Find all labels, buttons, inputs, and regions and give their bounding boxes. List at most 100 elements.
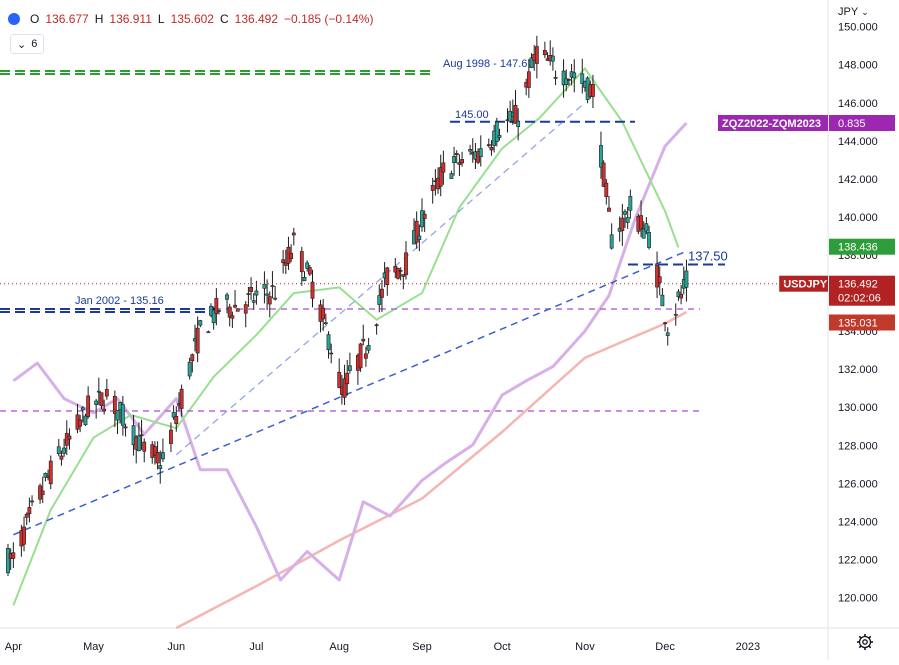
y-axis-tick-label: 126.000 [838, 478, 878, 490]
candle-body [307, 267, 312, 275]
candle-body [513, 104, 518, 124]
eye-icon[interactable] [8, 13, 20, 25]
price-labels-layer: ZQZ2022-ZQM2023 0.835 138.436 USDJPY 136.492… [0, 115, 895, 331]
currency-selector[interactable]: JPY ⌄ [838, 6, 869, 18]
low-value: 135.602 [170, 12, 214, 26]
candle-body [99, 392, 104, 406]
candle-body [625, 217, 630, 223]
candle-body [561, 70, 566, 86]
candle-body [233, 304, 237, 308]
x-axis-tick-label: Jul [249, 641, 263, 653]
candle-body [289, 252, 294, 260]
candle-body [262, 283, 267, 289]
candle-body [158, 465, 163, 469]
candle-body [86, 395, 91, 417]
candle-body [11, 552, 16, 559]
y-axis-tick-label: 144.000 [838, 136, 878, 148]
candle-body [377, 295, 382, 305]
y-axis-tick-label: 150.000 [838, 22, 878, 34]
candle-body [663, 322, 667, 325]
candle-body [112, 395, 117, 414]
candle-body [161, 452, 165, 460]
candle-body [345, 372, 350, 385]
y-axis-tick-label: 128.000 [838, 440, 878, 452]
candle-body [291, 232, 296, 236]
candle-body [644, 223, 649, 232]
trendlines-layer [13, 102, 687, 536]
candle-body [641, 228, 646, 239]
candle-body [243, 304, 248, 314]
candle-body [526, 71, 531, 88]
candle-body [235, 308, 240, 312]
candle-body [302, 277, 307, 282]
candle-body [131, 425, 136, 446]
candle-body [497, 135, 502, 138]
candle-body [542, 50, 547, 56]
candle-body [6, 547, 10, 574]
candle-body [489, 147, 494, 151]
horizontal-line-label: Jan 2002 - 135.16 [75, 295, 164, 307]
candle-body [468, 149, 472, 152]
y-axis-tick-label: 140.000 [838, 212, 878, 224]
candle-body [486, 144, 491, 147]
candle-body [366, 345, 371, 351]
candle-body [56, 446, 61, 455]
horizontal-lines-layer: Aug 1998 - 147.67 145.00 137.50 Jan 2002 - … [0, 58, 728, 412]
candle-body [534, 46, 539, 64]
candle-body [404, 252, 408, 276]
candle-body [123, 426, 128, 429]
price-label-value: 136.492 [838, 279, 878, 291]
candle-body [601, 162, 606, 187]
x-axis-tick-label: Sep [412, 641, 432, 653]
candle-body [628, 196, 633, 211]
candle-body [246, 293, 251, 295]
price-label-value-box [829, 275, 895, 306]
candle-body [580, 73, 585, 84]
candle-body [30, 500, 34, 503]
close-value: 136.492 [234, 12, 279, 26]
candle-body [599, 145, 603, 168]
indicators-toggle-button[interactable]: ⌄ 6 [10, 34, 45, 54]
candle-body [225, 294, 229, 300]
candle-body [604, 182, 609, 197]
high-value: 136.911 [109, 12, 152, 26]
candle-body [187, 361, 192, 377]
candle-body [516, 120, 521, 127]
x-axis: Apr May Jun Jul Aug Sep Oct Nov Dec 2023 [5, 641, 760, 653]
y-axis-tick-label: 122.000 [838, 554, 878, 566]
candle-body [679, 293, 683, 299]
candle-body [139, 434, 144, 437]
x-axis-tick-label: Nov [575, 641, 595, 653]
candle-body [657, 276, 662, 283]
gear-icon[interactable] [856, 633, 874, 651]
candle-body [40, 490, 45, 495]
candle-body [647, 232, 651, 248]
candle-body [329, 352, 334, 355]
candle-body [305, 262, 310, 269]
candle-body [660, 294, 665, 307]
candle-body [267, 296, 272, 305]
candle-body [441, 162, 446, 173]
candle-body [665, 332, 670, 336]
candle-body [62, 447, 67, 454]
candle-body [136, 435, 141, 452]
candle-body [323, 322, 328, 325]
candle-body [380, 288, 384, 298]
candle-body [564, 78, 569, 86]
candle-body [48, 460, 53, 485]
price-label-value: 135.031 [838, 318, 878, 330]
y-axis-tick-label: 120.000 [838, 593, 878, 605]
candle-body [454, 153, 459, 156]
candle-body [449, 173, 454, 179]
candle-body [417, 235, 422, 241]
candle-body [430, 185, 435, 191]
candle-body [104, 389, 109, 397]
candle-body [310, 281, 315, 299]
candle-body [478, 148, 483, 157]
open-label: O [30, 12, 40, 26]
candle-body [179, 388, 184, 409]
y-axis-tick-label: 142.000 [838, 174, 878, 186]
trendline [13, 250, 687, 536]
price-label-tag [779, 275, 828, 292]
